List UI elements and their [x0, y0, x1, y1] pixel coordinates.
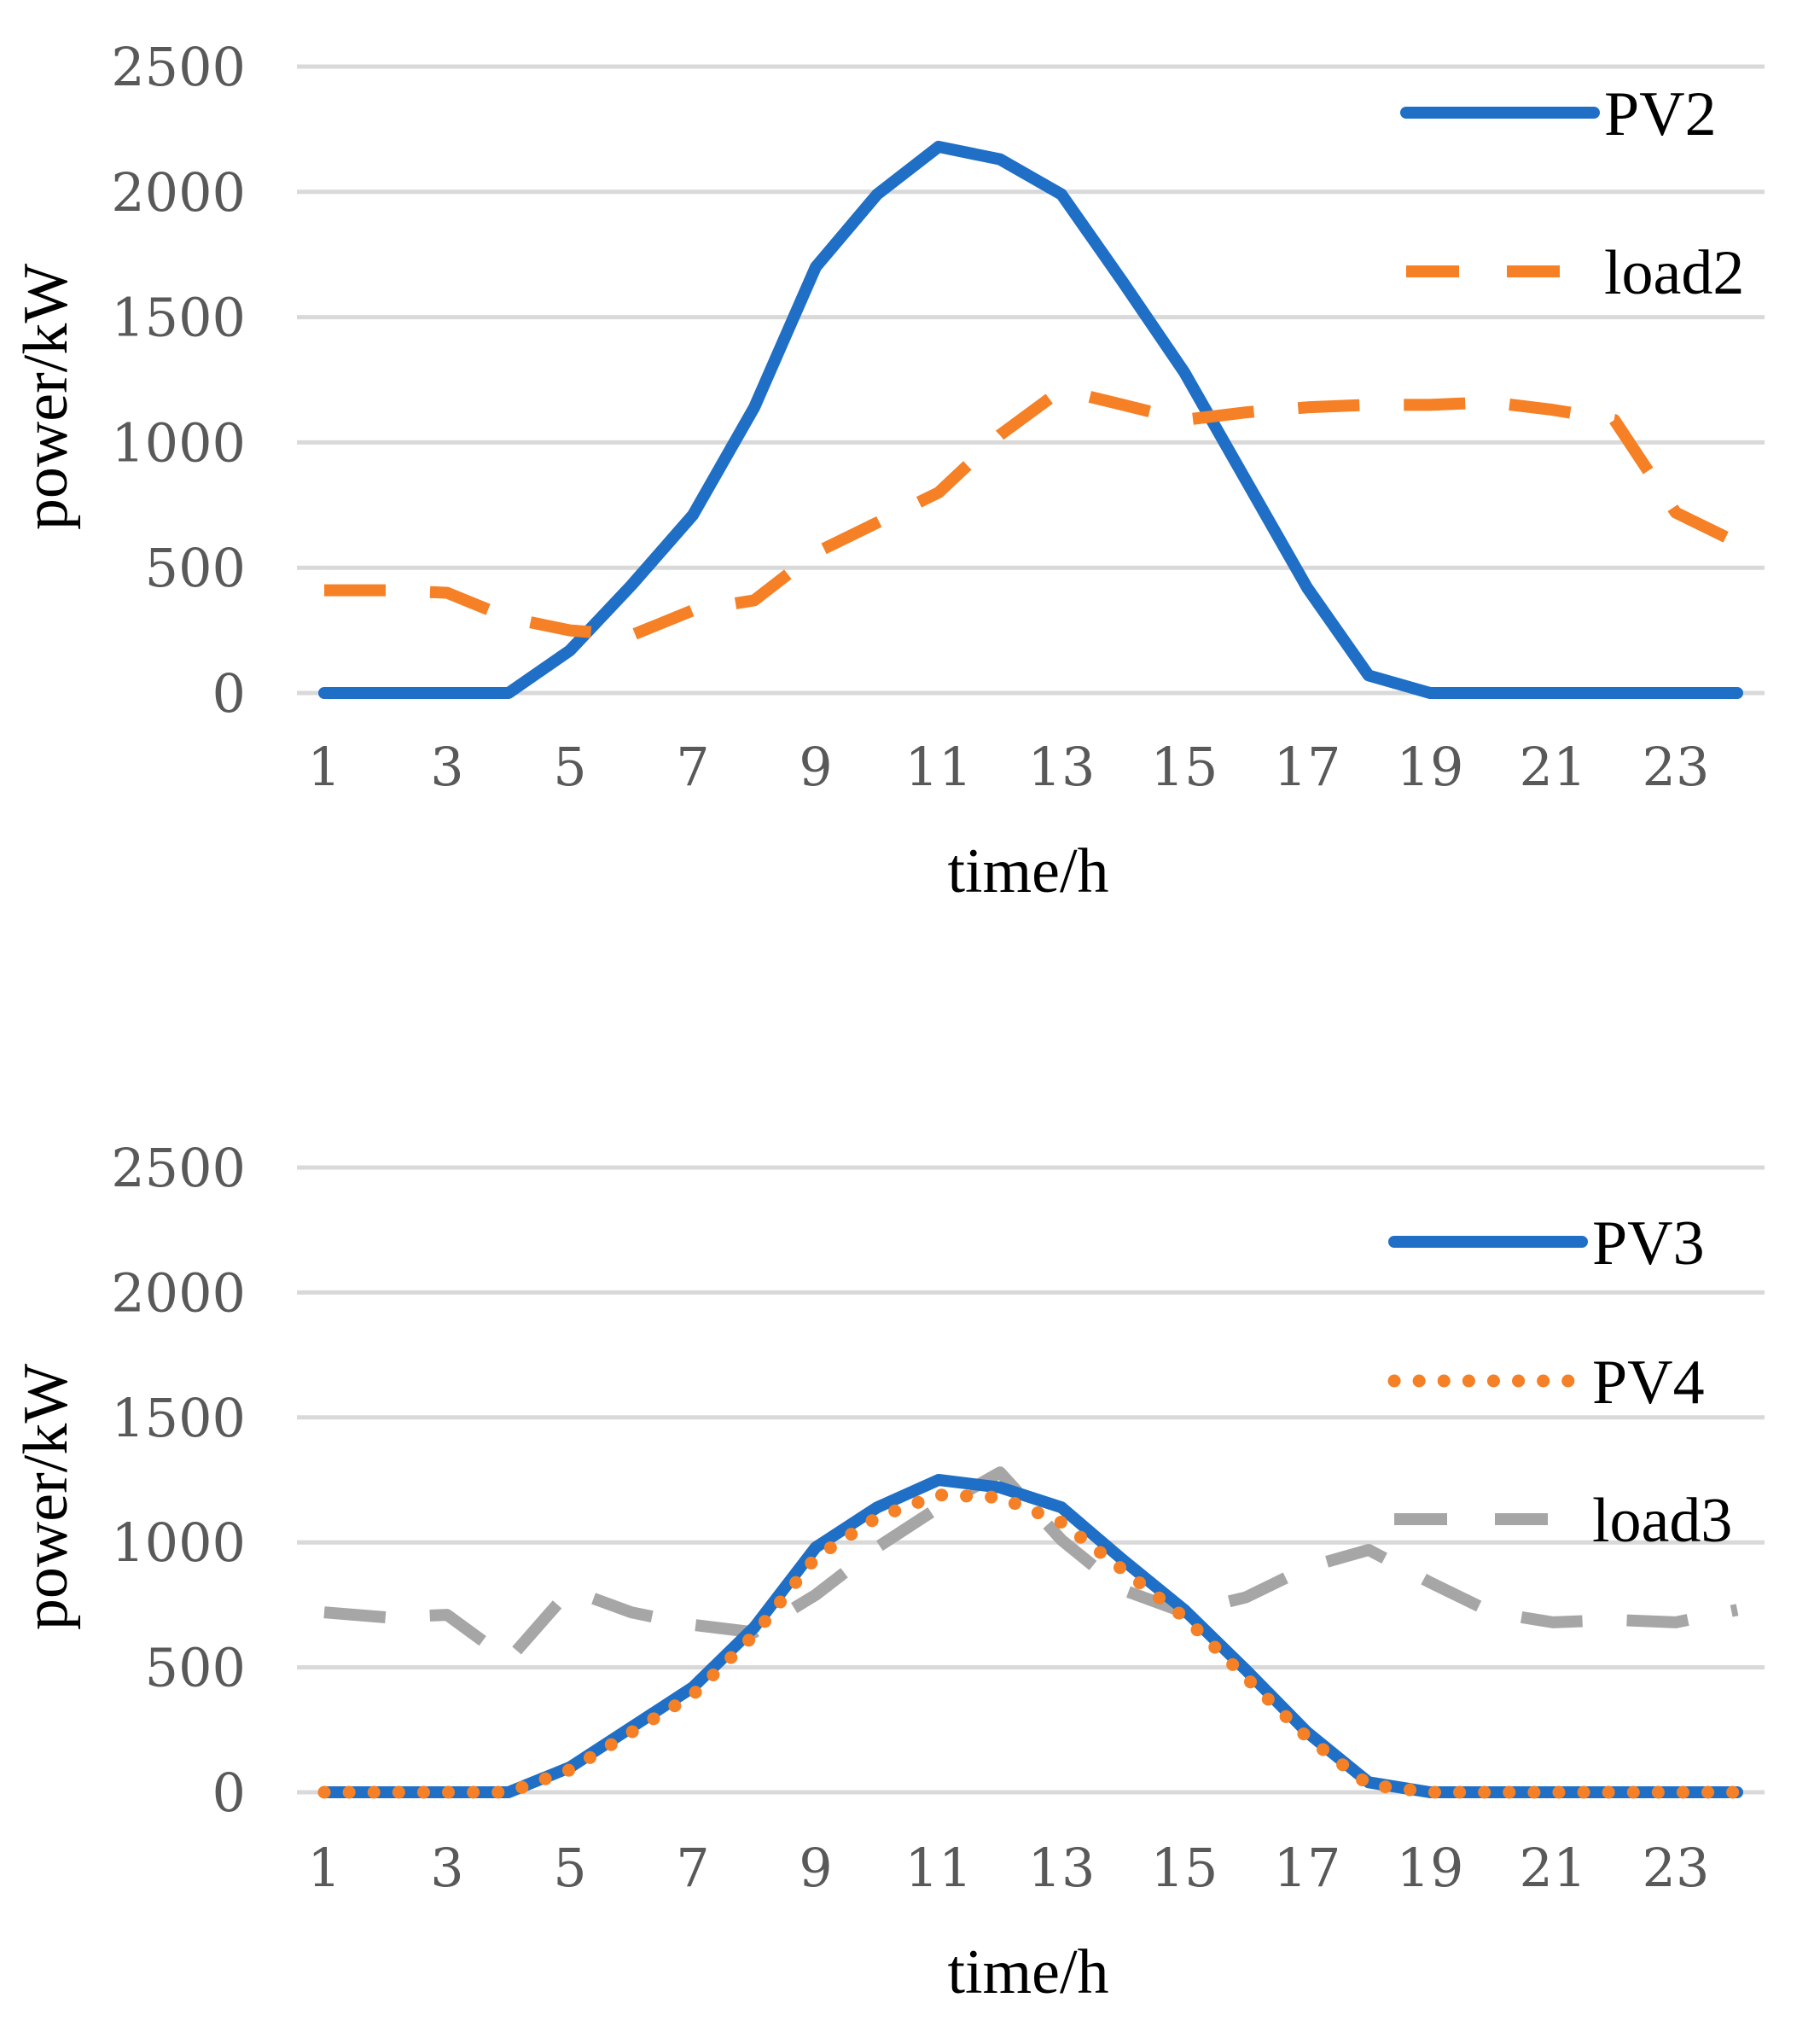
x-tick-label: 3 — [430, 736, 463, 798]
legend-label-PV3: PV3 — [1592, 1209, 1705, 1278]
x-tick-label: 15 — [1151, 1837, 1218, 1899]
x-tick-label: 9 — [799, 736, 832, 798]
x-tick-label: 7 — [676, 1837, 709, 1899]
x-tick-label: 13 — [1028, 736, 1096, 798]
x-tick-label: 13 — [1028, 1837, 1096, 1899]
x-tick-label: 3 — [430, 1837, 463, 1899]
legend-label-load3: load3 — [1592, 1486, 1732, 1556]
x-tick-label: 1 — [307, 736, 340, 798]
series-line-load2 — [324, 383, 1741, 642]
x-tick-label: 1 — [307, 1837, 340, 1899]
y-tick-label: 0 — [212, 662, 246, 725]
y-tick-label: 1500 — [111, 287, 246, 349]
x-tick-label: 19 — [1397, 1837, 1464, 1899]
legend-label-load2: load2 — [1604, 238, 1744, 308]
y-axis-title: power/kW — [11, 264, 81, 530]
y-tick-label: 500 — [145, 1637, 246, 1699]
x-tick-label: 17 — [1274, 1837, 1341, 1899]
x-tick-label: 21 — [1520, 1837, 1587, 1899]
y-tick-label: 1000 — [111, 1511, 246, 1574]
legend-label-PV4: PV4 — [1592, 1348, 1705, 1418]
x-tick-label: 17 — [1274, 736, 1341, 798]
y-tick-label: 2500 — [111, 1137, 246, 1199]
y-axis-title: power/kW — [11, 1364, 81, 1630]
x-tick-label: 21 — [1520, 736, 1587, 798]
x-axis-title: time/h — [947, 836, 1108, 906]
x-tick-label: 9 — [799, 1837, 832, 1899]
x-tick-label: 5 — [553, 736, 586, 798]
x-tick-label: 23 — [1643, 736, 1710, 798]
x-axis-title: time/h — [947, 1937, 1108, 2007]
series-line-PV4 — [317, 1488, 1744, 1799]
x-tick-label: 11 — [905, 1837, 973, 1899]
series-line-PV2 — [318, 140, 1743, 699]
x-tick-label: 19 — [1397, 736, 1464, 798]
y-tick-label: 2000 — [111, 1261, 246, 1324]
y-tick-label: 0 — [212, 1762, 246, 1824]
y-tick-label: 1000 — [111, 411, 246, 474]
x-tick-label: 15 — [1151, 736, 1218, 798]
y-tick-label: 2000 — [111, 161, 246, 224]
x-tick-label: 23 — [1643, 1837, 1710, 1899]
series-line-PV3 — [318, 1474, 1743, 1798]
legend-label-PV2: PV2 — [1604, 79, 1717, 149]
y-tick-label: 1500 — [111, 1387, 246, 1449]
y-tick-label: 500 — [145, 537, 246, 599]
x-tick-label: 7 — [676, 736, 709, 798]
x-tick-label: 5 — [553, 1837, 586, 1899]
x-tick-label: 11 — [905, 736, 973, 798]
y-tick-label: 2500 — [111, 36, 246, 98]
